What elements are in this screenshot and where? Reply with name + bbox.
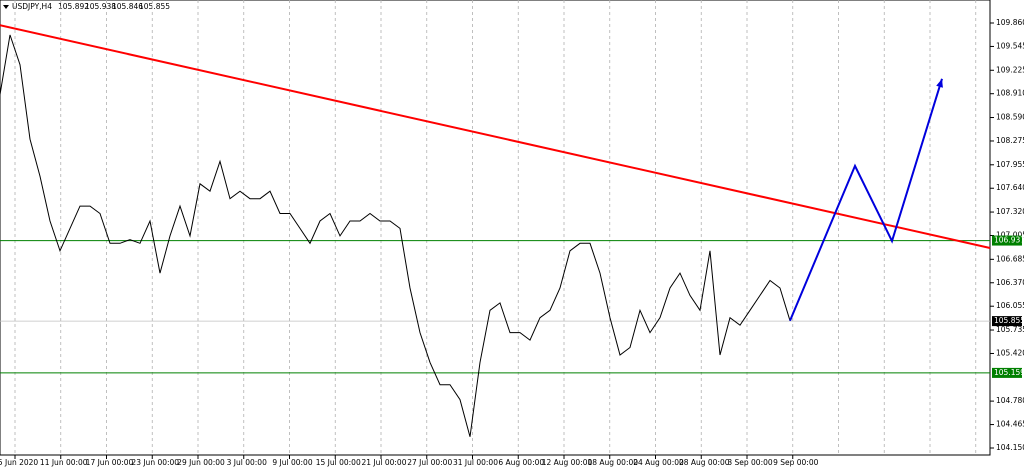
y-tick-label: 109.225 [996,65,1024,74]
x-tick-label: 9 Sep 00:00 [773,458,819,467]
x-tick-label: 3 Jul 00:00 [227,458,267,467]
x-tick-label: 9 Jul 00:00 [272,458,312,467]
level-label: 105.159 [994,368,1024,377]
y-tick-label: 109.860 [996,18,1024,27]
x-tick-label: 24 Aug 00:00 [633,458,684,467]
open: 105.892 [58,2,89,11]
current-price-label: 105.855 [994,316,1024,325]
header-icon [3,5,9,9]
x-tick-label: 3 Sep 00:00 [727,458,773,467]
price-line [0,34,791,437]
header: USDJPY,H4 105.892 105.938 105.846 105.85… [3,2,170,11]
y-tick-label: 108.590 [996,113,1024,122]
x-tick-label: 29 Jun 00:00 [177,458,225,467]
low: 105.846 [112,2,143,11]
x-tick-label: 18 Aug 00:00 [587,458,638,467]
x-tick-label: 12 Aug 00:00 [542,458,593,467]
symbol: USDJPY,H4 [12,2,52,11]
y-tick-label: 104.780 [996,396,1024,405]
y-tick-label: 108.275 [996,136,1024,145]
y-tick-label: 105.735 [996,325,1024,334]
trendline [0,24,991,249]
y-tick-label: 107.320 [996,207,1024,216]
x-tick-label: 11 Jun 00:00 [40,458,88,467]
x-tick-label: 23 Jun 00:00 [131,458,179,467]
y-tick-label: 107.955 [996,160,1024,169]
x-tick-label: 31 Jul 00:00 [453,458,498,467]
y-tick-label: 104.465 [996,420,1024,429]
y-tick-label: 107.640 [996,183,1024,192]
y-tick-label: 106.370 [996,278,1024,287]
projection-arrow [789,78,943,322]
x-tick-label: 21 Jul 00:00 [362,458,407,467]
level-label: 106.937 [994,236,1024,245]
x-tick-label: 15 Jul 00:00 [316,458,361,467]
current-price-box [992,316,1022,327]
y-tick-label: 105.420 [996,348,1024,357]
x-tick-label: 5 Jun 2020 [0,458,38,467]
x-tick-label: 6 Aug 00:00 [498,458,544,467]
arrow-head [936,78,943,88]
x-tick-label: 17 Jun 00:00 [86,458,134,467]
y-tick-label: 108.910 [996,89,1024,98]
close: 105.855 [139,2,170,11]
y-tick-label: 106.685 [996,254,1024,263]
level-label-box [992,235,1022,246]
plot-frame [0,0,991,456]
y-tick-label: 107.005 [996,231,1024,240]
x-tick-label: 27 Jul 00:00 [407,458,452,467]
y-tick-label: 104.150 [996,443,1024,452]
y-tick-label: 109.545 [996,41,1024,50]
x-tick-label: 28 Aug 00:00 [679,458,730,467]
y-tick-label: 106.055 [996,301,1024,310]
high: 105.938 [85,2,116,11]
level-label-box [992,367,1022,378]
